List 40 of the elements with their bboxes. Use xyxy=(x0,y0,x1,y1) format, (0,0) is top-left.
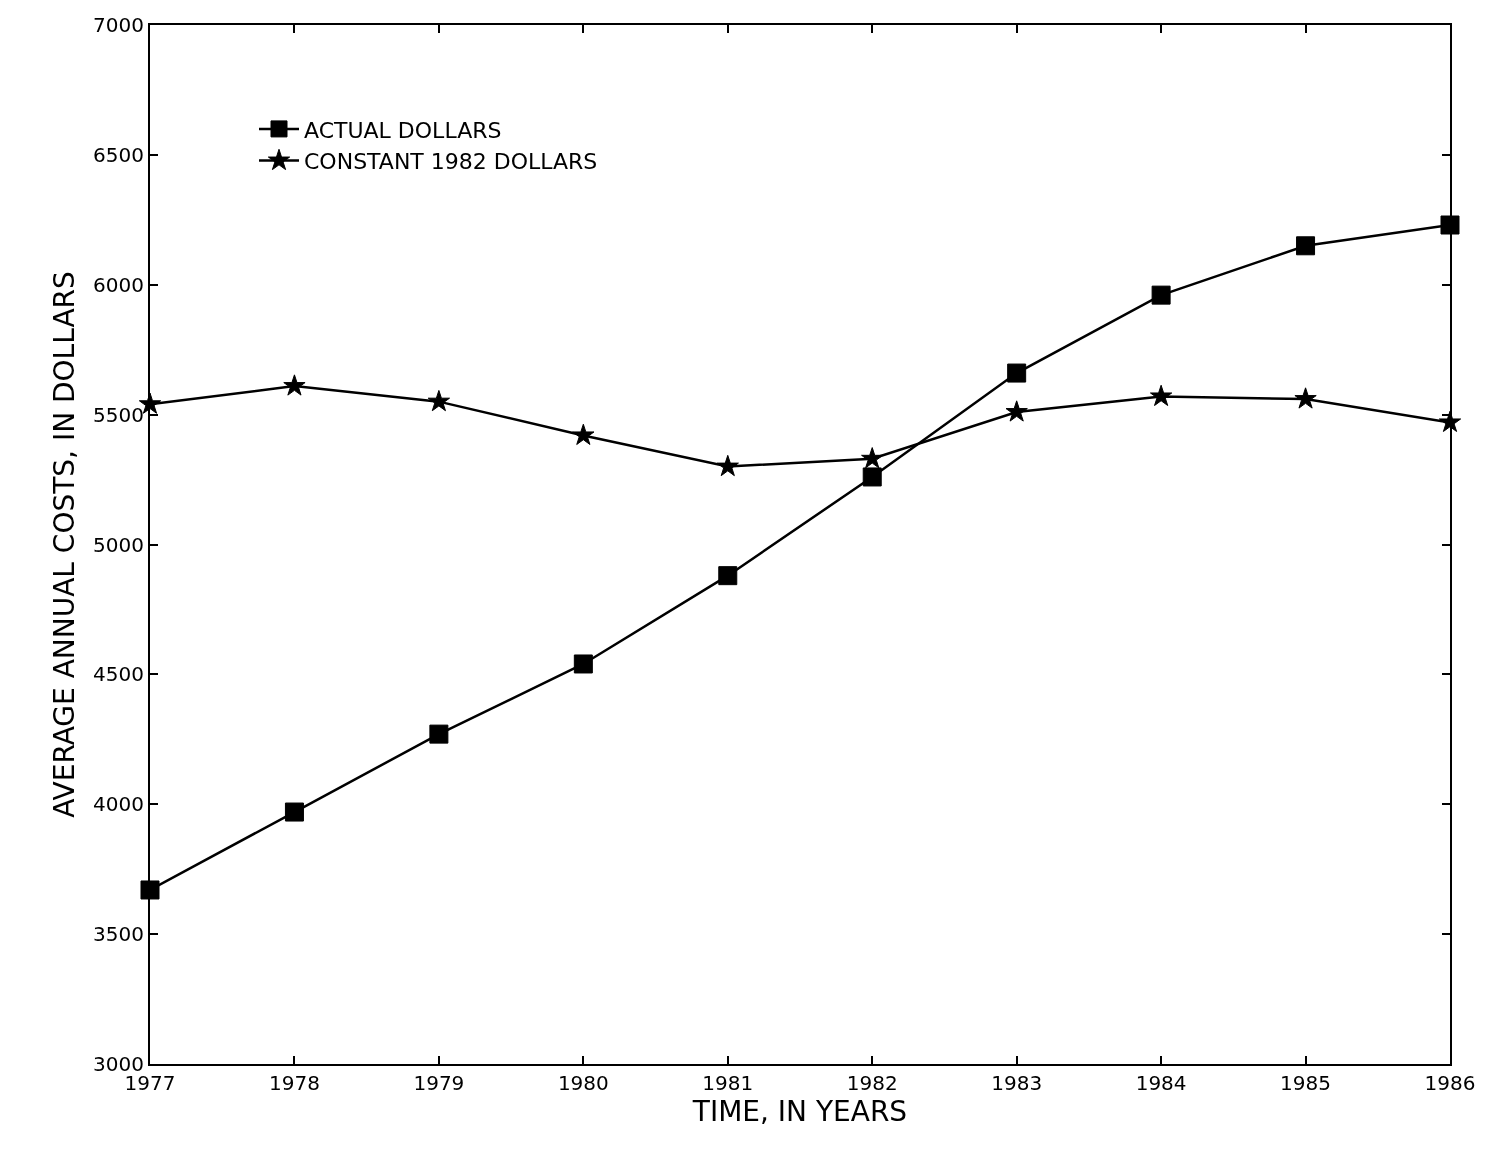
point xyxy=(862,467,882,487)
x-tick-label: 1980 xyxy=(557,1071,609,1095)
point xyxy=(427,389,451,412)
y-tick-label: 6000 xyxy=(93,272,144,297)
point xyxy=(283,374,306,396)
x-tick-label: 1981 xyxy=(702,1071,754,1095)
point xyxy=(1149,384,1173,406)
legend-label: ACTUAL DOLLARS xyxy=(304,117,502,143)
point xyxy=(1440,215,1460,235)
point xyxy=(861,447,884,469)
x-tick-label: 1979 xyxy=(413,1071,465,1095)
point xyxy=(1438,410,1462,432)
point xyxy=(1007,363,1027,383)
y-tick-label: 4000 xyxy=(93,792,144,817)
point xyxy=(572,423,595,445)
point xyxy=(1151,285,1171,305)
y-tick-label: 5000 xyxy=(93,532,144,557)
y-tick-label: 5500 xyxy=(93,402,144,427)
x-axis-title: TIME, IN YEARS xyxy=(691,1095,908,1128)
point xyxy=(140,880,160,900)
x-tick-label: 1983 xyxy=(991,1071,1043,1095)
x-tick-label: 1982 xyxy=(846,1071,898,1095)
y-tick-label: 6500 xyxy=(93,142,144,167)
point xyxy=(284,802,304,822)
y-tick-label: 7000 xyxy=(93,13,144,37)
point xyxy=(573,654,593,674)
point xyxy=(716,454,739,477)
y-axis-title: AVERAGE ANNUAL COSTS, IN DOLLARS xyxy=(48,271,82,818)
point xyxy=(429,724,449,744)
point xyxy=(1296,236,1316,256)
x-tick-label: 1985 xyxy=(1280,1071,1332,1095)
point xyxy=(718,566,738,586)
legend-label: CONSTANT 1982 DOLLARS xyxy=(304,149,598,175)
x-tick-label: 1984 xyxy=(1135,1071,1187,1095)
point xyxy=(1294,387,1317,409)
y-tick-label: 4500 xyxy=(93,662,144,687)
x-tick-label: 1986 xyxy=(1424,1071,1476,1095)
x-tick-label: 1978 xyxy=(268,1071,320,1095)
point xyxy=(1005,400,1028,422)
y-tick-label: 3500 xyxy=(93,922,144,947)
